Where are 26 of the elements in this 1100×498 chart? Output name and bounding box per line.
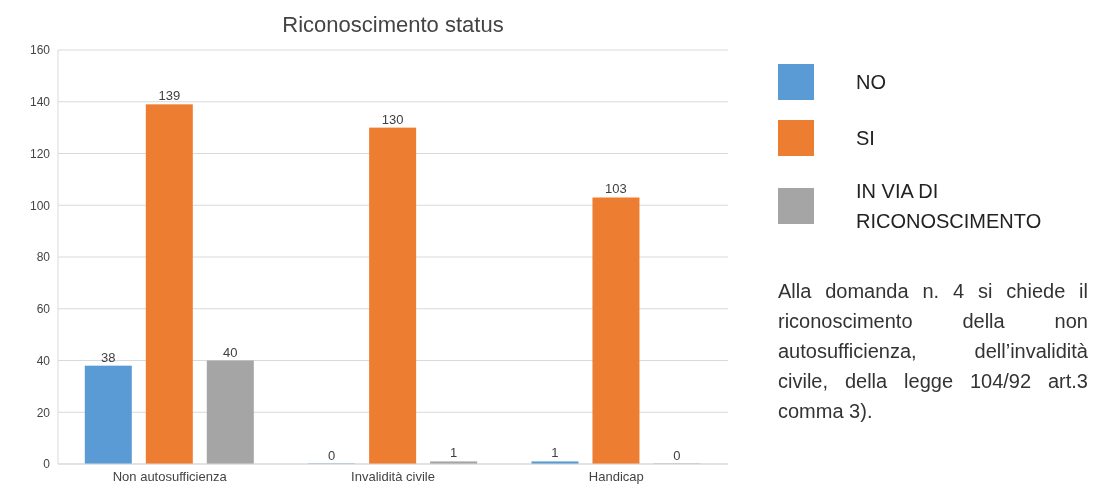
data-label: 1 <box>551 445 559 461</box>
y-tick-label: 100 <box>29 198 51 213</box>
y-tick-label: 40 <box>36 353 51 368</box>
y-tick-label: 20 <box>36 405 51 420</box>
legend-label: NO <box>856 70 887 95</box>
chart-title: Riconoscimento status <box>281 11 505 39</box>
data-label: 0 <box>673 448 681 463</box>
data-label: 103 <box>605 181 627 197</box>
y-tick-label: 60 <box>36 302 51 317</box>
text: Alla domanda n. 4 si chiede il riconoscimento della non autosufficienza, dell’invalidità civile, della legge 104/92 art.3 comma 3). <box>778 279 1088 424</box>
x-tick-label: Handicap <box>588 469 644 485</box>
data-label: 139 <box>158 88 181 104</box>
data-label: 38 <box>101 349 116 365</box>
x-tick-label: Non autosufficienza <box>112 469 228 485</box>
legend-label: SI <box>856 126 876 151</box>
x-tick-label: Invalidità civile <box>351 469 435 485</box>
legend-label: IN VIA DI RICONOSCIMENTO <box>856 179 1043 234</box>
data-label: 130 <box>381 111 404 127</box>
y-tick-label: 140 <box>29 95 51 110</box>
data-label: 1 <box>450 445 458 461</box>
y-tick-label: 120 <box>29 146 51 161</box>
data-label: 40 <box>223 344 238 360</box>
y-tick-label: 80 <box>36 250 51 265</box>
data-label: 0 <box>328 448 336 463</box>
y-tick-label: 0 <box>43 457 51 472</box>
y-tick-label: 160 <box>29 43 51 58</box>
